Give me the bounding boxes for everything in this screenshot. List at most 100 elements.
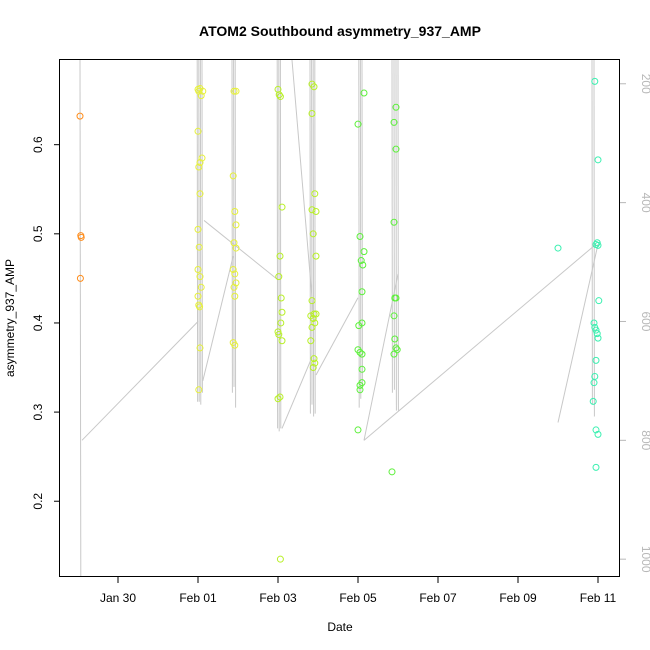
data-point <box>232 221 240 229</box>
data-point <box>592 463 600 471</box>
x-tick-label: Jan 30 <box>100 591 136 605</box>
data-point <box>311 319 319 327</box>
data-point <box>199 87 207 95</box>
data-point <box>390 218 398 226</box>
data-point <box>278 203 286 211</box>
data-point <box>358 365 366 373</box>
y2-tick-label: 800 <box>639 430 650 450</box>
data-point <box>312 252 320 260</box>
y2-tick-label: 600 <box>639 311 650 331</box>
x-tick-label: Feb 03 <box>259 591 297 605</box>
data-point <box>231 292 239 300</box>
data-point <box>590 319 598 327</box>
data-points <box>76 77 603 563</box>
data-point <box>196 303 204 311</box>
data-point <box>229 265 237 273</box>
x-tick-label: Feb 09 <box>499 591 537 605</box>
data-point <box>354 426 362 434</box>
data-point <box>196 273 204 281</box>
data-point <box>76 274 84 282</box>
depth-traces <box>79 59 599 578</box>
data-point <box>276 393 284 401</box>
data-point <box>358 288 366 296</box>
data-point <box>595 297 603 305</box>
x-axis-label: Date <box>327 620 353 634</box>
data-point <box>360 89 368 97</box>
data-point <box>232 279 240 287</box>
data-point <box>392 294 400 302</box>
x-axis: Jan 30 Feb 01 Feb 03 Feb 05 Feb 07 Feb 09 Feb … <box>100 577 617 605</box>
depth-trace-line <box>315 297 359 376</box>
data-point <box>197 92 205 100</box>
depth-trace-line <box>79 59 82 578</box>
data-point <box>594 334 602 342</box>
data-point <box>359 261 367 269</box>
data-point <box>310 355 318 363</box>
data-point <box>357 257 365 265</box>
data-point <box>276 555 284 563</box>
depth-trace-line <box>202 255 234 382</box>
data-point <box>198 154 206 162</box>
data-point <box>355 322 363 330</box>
data-point <box>592 356 600 364</box>
data-point <box>594 430 602 438</box>
data-point <box>229 172 237 180</box>
y2-tick-label: 200 <box>639 74 650 94</box>
data-point <box>356 381 364 389</box>
data-point <box>356 386 364 394</box>
data-point <box>311 190 319 198</box>
data-point <box>309 230 317 238</box>
data-point <box>231 270 239 278</box>
data-point <box>390 312 398 320</box>
data-point <box>392 145 400 153</box>
data-point <box>554 244 562 252</box>
data-point <box>77 233 85 241</box>
data-point <box>274 395 282 403</box>
data-point <box>392 103 400 111</box>
data-point <box>275 273 283 281</box>
data-point <box>275 331 283 339</box>
data-point <box>195 386 203 394</box>
depth-trace-line <box>281 359 312 429</box>
data-point <box>278 337 286 345</box>
data-point <box>360 248 368 256</box>
depth-trace-line <box>81 321 199 441</box>
y-tick-label: 0.3 <box>31 403 45 420</box>
data-point <box>276 252 284 260</box>
data-point <box>231 208 239 216</box>
x-tick-label: Feb 11 <box>580 591 617 605</box>
data-point <box>593 330 601 338</box>
data-point <box>308 109 316 117</box>
data-point <box>308 297 316 305</box>
data-point <box>231 341 239 349</box>
data-point <box>196 159 204 167</box>
data-point <box>195 243 203 251</box>
y2-tick-label: 400 <box>639 193 650 213</box>
data-point <box>275 91 283 99</box>
data-point <box>276 93 284 101</box>
data-point <box>592 326 600 334</box>
y-tick-label: 0.2 <box>31 493 45 510</box>
y2-tick-label: 1000 <box>639 546 650 573</box>
data-point <box>197 283 205 291</box>
data-point <box>195 163 203 171</box>
data-point <box>310 83 318 91</box>
data-point <box>391 335 399 343</box>
data-point <box>278 308 286 316</box>
data-point <box>232 87 240 95</box>
data-point <box>594 156 602 164</box>
data-point <box>358 350 366 358</box>
data-point <box>308 206 316 214</box>
data-point <box>309 364 317 372</box>
y-tick-label: 0.5 <box>31 225 45 242</box>
depth-trace-line <box>557 244 599 423</box>
data-point <box>194 225 202 233</box>
y-axis: 0.2 0.3 0.4 0.5 0.6 <box>31 136 60 510</box>
data-point <box>589 397 597 405</box>
data-point <box>388 468 396 476</box>
data-point <box>592 241 600 249</box>
data-point <box>194 127 202 135</box>
data-point <box>390 350 398 358</box>
data-point <box>592 426 600 434</box>
